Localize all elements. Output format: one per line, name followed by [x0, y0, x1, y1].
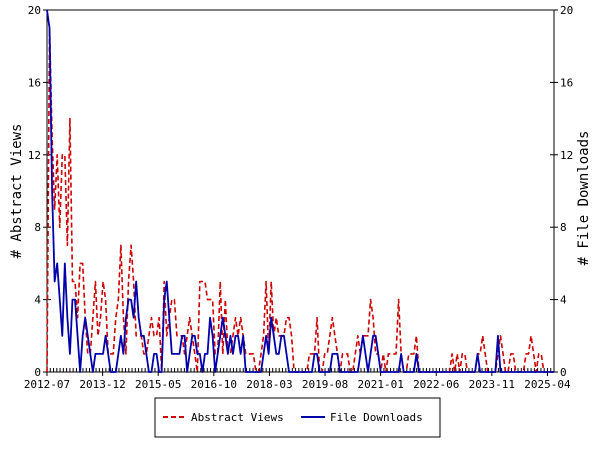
- x-tick-label: 2013-12: [79, 378, 125, 391]
- y-left-tick-label: 20: [28, 4, 41, 17]
- series-line-file-downloads: [46, 9, 554, 373]
- x-tick-label: 2022-06: [413, 378, 459, 391]
- x-tick-label: 2018-03: [246, 378, 292, 391]
- y-right-tick-label: 0: [560, 366, 567, 379]
- x-tick-label: 2021-01: [357, 378, 403, 391]
- series-line-abstract-views: [46, 27, 554, 373]
- y-right-tick-label: 12: [560, 149, 573, 162]
- y-left-tick-label: 16: [28, 76, 41, 89]
- y-left-tick-label: 0: [34, 366, 41, 379]
- x-tick-label: 2012-07: [24, 378, 70, 391]
- y-right-tick-label: 4: [560, 294, 567, 307]
- legend-box: [154, 397, 441, 438]
- legend: Abstract Views File Downloads: [154, 397, 441, 438]
- y-right-tick-label: 8: [560, 221, 567, 234]
- y-left-tick-label: 12: [28, 149, 41, 162]
- x-tick-label: 2016-10: [191, 378, 237, 391]
- y-axis-right: 0 4 8 12 16 20: [550, 4, 573, 379]
- legend-label-abstract-views: Abstract Views: [191, 411, 284, 424]
- y-right-tick-label: 20: [560, 4, 573, 17]
- y-right-tick-label: 16: [560, 76, 573, 89]
- x-tick-label: 2025-04: [524, 378, 571, 391]
- y-axis-left-title: # Abstract Views: [9, 124, 25, 259]
- series-layer: [46, 9, 554, 373]
- x-tick-label: 2019-08: [302, 378, 348, 391]
- y-axis-right-title: # File Downloads: [576, 131, 592, 266]
- x-tick-label: 2015-05: [135, 378, 181, 391]
- y-left-tick-label: 4: [34, 294, 41, 307]
- x-tick-label: 2023-11: [469, 378, 515, 391]
- y-left-tick-label: 8: [34, 221, 41, 234]
- legend-label-file-downloads: File Downloads: [330, 411, 423, 424]
